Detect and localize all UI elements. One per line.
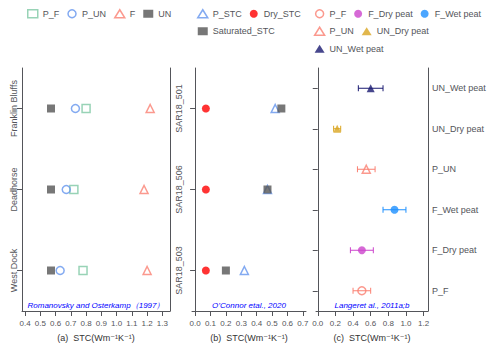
svg-text:1.0: 1.0 (111, 319, 123, 328)
svg-text:Romanovsky and Osterkamp（1997）: Romanovsky and Osterkamp（1997） (28, 301, 165, 310)
svg-text:0.9: 0.9 (96, 319, 108, 328)
svg-text:0.6: 0.6 (365, 319, 377, 328)
svg-text:West Dock: West Dock (9, 248, 19, 292)
svg-text:UN: UN (158, 9, 171, 19)
svg-text:1.0: 1.0 (400, 319, 412, 328)
svg-text:0.2: 0.2 (330, 319, 342, 328)
svg-text:UN_Wet peat: UN_Wet peat (330, 44, 384, 54)
svg-text:F_Dry peat: F_Dry peat (368, 9, 413, 19)
svg-text:UN_Dry peat: UN_Dry peat (432, 124, 485, 134)
svg-text:F_Wet peat: F_Wet peat (435, 9, 482, 19)
svg-text:P_F: P_F (432, 286, 449, 296)
svg-text:P_UN: P_UN (432, 164, 456, 174)
svg-text:Deadhorse: Deadhorse (9, 167, 19, 211)
svg-text:(c) STC(Wm⁻¹K⁻¹): (c) STC(Wm⁻¹K⁻¹) (334, 333, 411, 343)
svg-text:0.0: 0.0 (312, 319, 324, 328)
svg-text:Saturated_STC: Saturated_STC (213, 26, 276, 36)
svg-text:Dry_STC: Dry_STC (264, 9, 302, 19)
svg-text:0.3: 0.3 (236, 319, 248, 328)
svg-text:1.2: 1.2 (418, 319, 430, 328)
svg-text:P_STC: P_STC (213, 9, 243, 19)
svg-text:0.0: 0.0 (190, 319, 202, 328)
svg-text:P_F: P_F (43, 9, 60, 19)
svg-text:(a) STC(Wm⁻¹K⁻¹): (a) STC(Wm⁻¹K⁻¹) (57, 333, 134, 343)
svg-text:0.7: 0.7 (65, 319, 77, 328)
svg-text:0.2: 0.2 (220, 319, 232, 328)
svg-text:SAR18_506: SAR18_506 (174, 165, 184, 214)
svg-text:0.5: 0.5 (267, 319, 279, 328)
svg-text:P_F: P_F (330, 9, 347, 19)
svg-text:0.1: 0.1 (205, 319, 217, 328)
svg-text:F: F (130, 9, 136, 19)
svg-text:0.4: 0.4 (251, 319, 263, 328)
svg-text:P_UN: P_UN (330, 26, 354, 36)
svg-text:O’Connor etal., 2020: O’Connor etal., 2020 (212, 301, 286, 310)
svg-text:F_Wet peat: F_Wet peat (432, 205, 479, 215)
svg-text:0.8: 0.8 (383, 319, 395, 328)
svg-text:0.6: 0.6 (50, 319, 62, 328)
svg-text:1.3: 1.3 (157, 319, 169, 328)
svg-text:SAR18_501: SAR18_501 (174, 84, 184, 133)
svg-text:0.5: 0.5 (35, 319, 47, 328)
svg-text:Franklin Bluffs: Franklin Bluffs (9, 80, 19, 137)
svg-text:(b) STC(Wm⁻¹K⁻¹): (b) STC(Wm⁻¹K⁻¹) (210, 333, 287, 343)
svg-text:SAR18_503: SAR18_503 (174, 246, 184, 295)
svg-text:UN_Dry peat: UN_Dry peat (377, 26, 430, 36)
svg-text:1.2: 1.2 (142, 319, 154, 328)
svg-text:F_Dry peat: F_Dry peat (432, 245, 477, 255)
svg-text:Langeret al., 2011a;b: Langeret al., 2011a;b (334, 301, 410, 310)
svg-text:0.6: 0.6 (282, 319, 294, 328)
svg-text:0.4: 0.4 (19, 319, 31, 328)
svg-text:0.8: 0.8 (81, 319, 93, 328)
svg-text:1.1: 1.1 (126, 319, 138, 328)
svg-text:0.7: 0.7 (297, 319, 309, 328)
svg-text:UN_Wet peat: UN_Wet peat (432, 83, 486, 93)
svg-text:0.4: 0.4 (347, 319, 359, 328)
svg-text:P_UN: P_UN (82, 9, 106, 19)
